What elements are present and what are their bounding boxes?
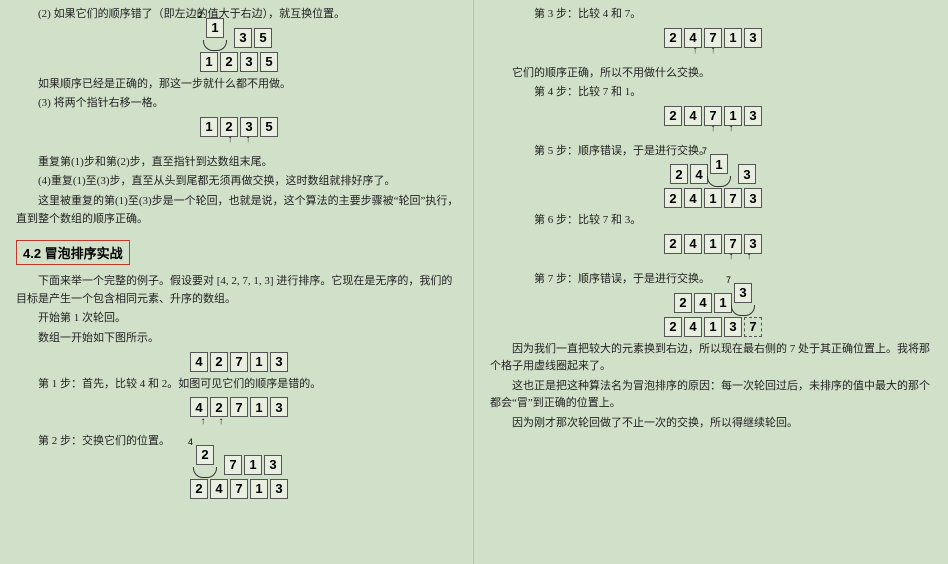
numbox: 4 bbox=[684, 234, 702, 254]
conclusion-3: 因为刚才那次轮回做了不止一次的交换，所以得继续轮回。 bbox=[490, 415, 936, 433]
fig-r1-s7-top: 2 4 1 73 bbox=[490, 293, 936, 313]
fig-r1-s2-bottom: 2 4 7 1 3 bbox=[16, 479, 462, 499]
start-round-1: 开始第 1 次轮回。 bbox=[16, 310, 462, 328]
numbox: 3 bbox=[744, 106, 762, 126]
numbox: 1 bbox=[714, 293, 732, 313]
numbox: 1 bbox=[704, 234, 722, 254]
numbox: 1 bbox=[704, 188, 722, 208]
numbox: 1 bbox=[250, 352, 268, 372]
fig-swap-a: 21 3 5 bbox=[16, 28, 462, 48]
loop-desc: 这里被重复的第(1)至(3)步是一个轮回，也就是说，这个算法的主要步骤被“轮回”… bbox=[16, 193, 462, 228]
section-4-2-heading: 4.2 冒泡排序实战 bbox=[16, 240, 130, 265]
conclusion-2: 这也正是把这种算法名为冒泡排序的原因：每一次轮回过后，未排序的值中最大的那个都会… bbox=[490, 378, 936, 413]
fig-pointer: 1 2 3 5 ↑↑ bbox=[16, 117, 462, 150]
step-5: 第 5 步：顺序错误，于是进行交换。 bbox=[534, 143, 936, 161]
numbox: 4 bbox=[684, 317, 702, 337]
numbox: 4 bbox=[690, 164, 708, 184]
numbox: 1 bbox=[200, 52, 218, 72]
fig-r1-s2-top: 42 7 1 3 bbox=[16, 455, 462, 475]
rule-2: (2) 如果它们的顺序错了（即左边的值大于右边），就互换位置。 bbox=[16, 6, 462, 24]
numbox: 2 bbox=[220, 52, 238, 72]
numbox: 1 bbox=[200, 117, 218, 137]
fig-r1-s5-top: 2 4 71 3 bbox=[490, 164, 936, 184]
numbox: 2 bbox=[670, 164, 688, 184]
numbox: 3 bbox=[270, 479, 288, 499]
numbox: 4 bbox=[190, 397, 208, 417]
numbox: 1 bbox=[704, 317, 722, 337]
numbox: 5 bbox=[254, 28, 272, 48]
numbox: 1 bbox=[250, 479, 268, 499]
numbox: 7 bbox=[224, 455, 242, 475]
fig-r1-s5-bottom: 2 4 1 7 3 bbox=[490, 188, 936, 208]
numbox: 7 bbox=[230, 479, 248, 499]
numbox: 2 bbox=[210, 397, 228, 417]
rule-3: (3) 将两个指针右移一格。 bbox=[16, 95, 462, 113]
numbox: 2 bbox=[664, 106, 682, 126]
numbox: 1 bbox=[724, 28, 742, 48]
numbox: 2 bbox=[190, 479, 208, 499]
numbox: 3 bbox=[724, 317, 742, 337]
pointer-row: ↑↑ bbox=[669, 252, 757, 262]
numbox: 2 bbox=[664, 234, 682, 254]
numbox: 3 bbox=[270, 352, 288, 372]
numbox: 1 bbox=[250, 397, 268, 417]
numbox: 42 bbox=[196, 445, 214, 465]
fig-r1-s6: 2 4 1 7 3 ↑↑ bbox=[490, 234, 936, 267]
example-intro: 下面来举一个完整的例子。假设要对 [4, 2, 7, 1, 3] 进行排序。它现… bbox=[16, 273, 462, 308]
numbox: 3 bbox=[264, 455, 282, 475]
step-4: 第 4 步：比较 7 和 1。 bbox=[534, 84, 936, 102]
step-3b: 它们的顺序正确，所以不用做什么交换。 bbox=[490, 65, 936, 83]
numbox: 7 bbox=[230, 352, 248, 372]
pointer-row: ↑↑ bbox=[195, 417, 283, 427]
numbox: 3 bbox=[738, 164, 756, 184]
numbox: 1 bbox=[244, 455, 262, 475]
fig-r1-s7-bottom: 2 4 1 3 7 bbox=[490, 317, 936, 337]
fig-r1-initial: 4 2 7 1 3 bbox=[16, 352, 462, 372]
numbox: 3 bbox=[744, 188, 762, 208]
numbox: 2 bbox=[664, 317, 682, 337]
numbox: 2 bbox=[664, 188, 682, 208]
numbox: 21 bbox=[206, 18, 224, 38]
numbox: 73 bbox=[734, 283, 752, 303]
left-column: (2) 如果它们的顺序错了（即左边的值大于右边），就互换位置。 21 3 5 1… bbox=[0, 0, 474, 564]
right-column: 第 3 步：比较 4 和 7。 2 4 7 1 3 ↑↑ 它们的顺序正确，所以不… bbox=[474, 0, 948, 564]
numbox: 4 bbox=[210, 479, 228, 499]
numbox: 7 bbox=[724, 188, 742, 208]
step-6: 第 6 步：比较 7 和 3。 bbox=[534, 212, 936, 230]
numbox: 4 bbox=[684, 188, 702, 208]
numbox: 2 bbox=[674, 293, 692, 313]
rule-4: (4)重复(1)至(3)步，直至从头到尾都无须再做交换，这时数组就排好序了。 bbox=[16, 173, 462, 191]
numbox: 3 bbox=[234, 28, 252, 48]
numbox: 4 bbox=[694, 293, 712, 313]
step-1: 第 1 步：首先，比较 4 和 2。如图可见它们的顺序是错的。 bbox=[16, 376, 462, 394]
numbox: 4 bbox=[190, 352, 208, 372]
already-sorted-note: 如果顺序已经是正确的，那这一步就什么都不用做。 bbox=[38, 76, 462, 94]
numbox: 7 bbox=[230, 397, 248, 417]
numbox: 3 bbox=[270, 397, 288, 417]
two-column-page: (2) 如果它们的顺序错了（即左边的值大于右边），就互换位置。 21 3 5 1… bbox=[0, 0, 948, 564]
numbox: 2 bbox=[664, 28, 682, 48]
fig-swap-b: 1 2 3 5 bbox=[16, 52, 462, 72]
numbox: 3 bbox=[744, 28, 762, 48]
pointer-row: ↑↑ bbox=[204, 135, 274, 145]
pointer-row: ↑↑ bbox=[669, 46, 757, 56]
pointer-row: ↑↑ bbox=[669, 124, 757, 134]
step-2: 第 2 步：交换它们的位置。 bbox=[16, 433, 462, 451]
step-3: 第 3 步：比较 4 和 7。 bbox=[534, 6, 936, 24]
section-4-2-heading-wrap: 4.2 冒泡排序实战 bbox=[16, 230, 462, 271]
numbox: 3 bbox=[240, 52, 258, 72]
repeat-1-2: 重复第(1)步和第(2)步，直至指针到达数组末尾。 bbox=[38, 154, 462, 172]
conclusion-1: 因为我们一直把较大的元素换到右边，所以现在最右侧的 7 处于其正确位置上。我将那… bbox=[490, 341, 936, 376]
fig-r1-s3: 2 4 7 1 3 ↑↑ bbox=[490, 28, 936, 61]
fig-r1-s1: 4 2 7 1 3 ↑↑ bbox=[16, 397, 462, 429]
numbox: 5 bbox=[260, 117, 278, 137]
fig-r1-s4: 2 4 7 1 3 ↑↑ bbox=[490, 106, 936, 139]
array-start: 数组一开始如下图所示。 bbox=[16, 330, 462, 348]
numbox: 2 bbox=[210, 352, 228, 372]
numbox: 5 bbox=[260, 52, 278, 72]
numbox-sorted: 7 bbox=[744, 317, 762, 337]
numbox: 4 bbox=[684, 106, 702, 126]
numbox: 71 bbox=[710, 154, 728, 174]
